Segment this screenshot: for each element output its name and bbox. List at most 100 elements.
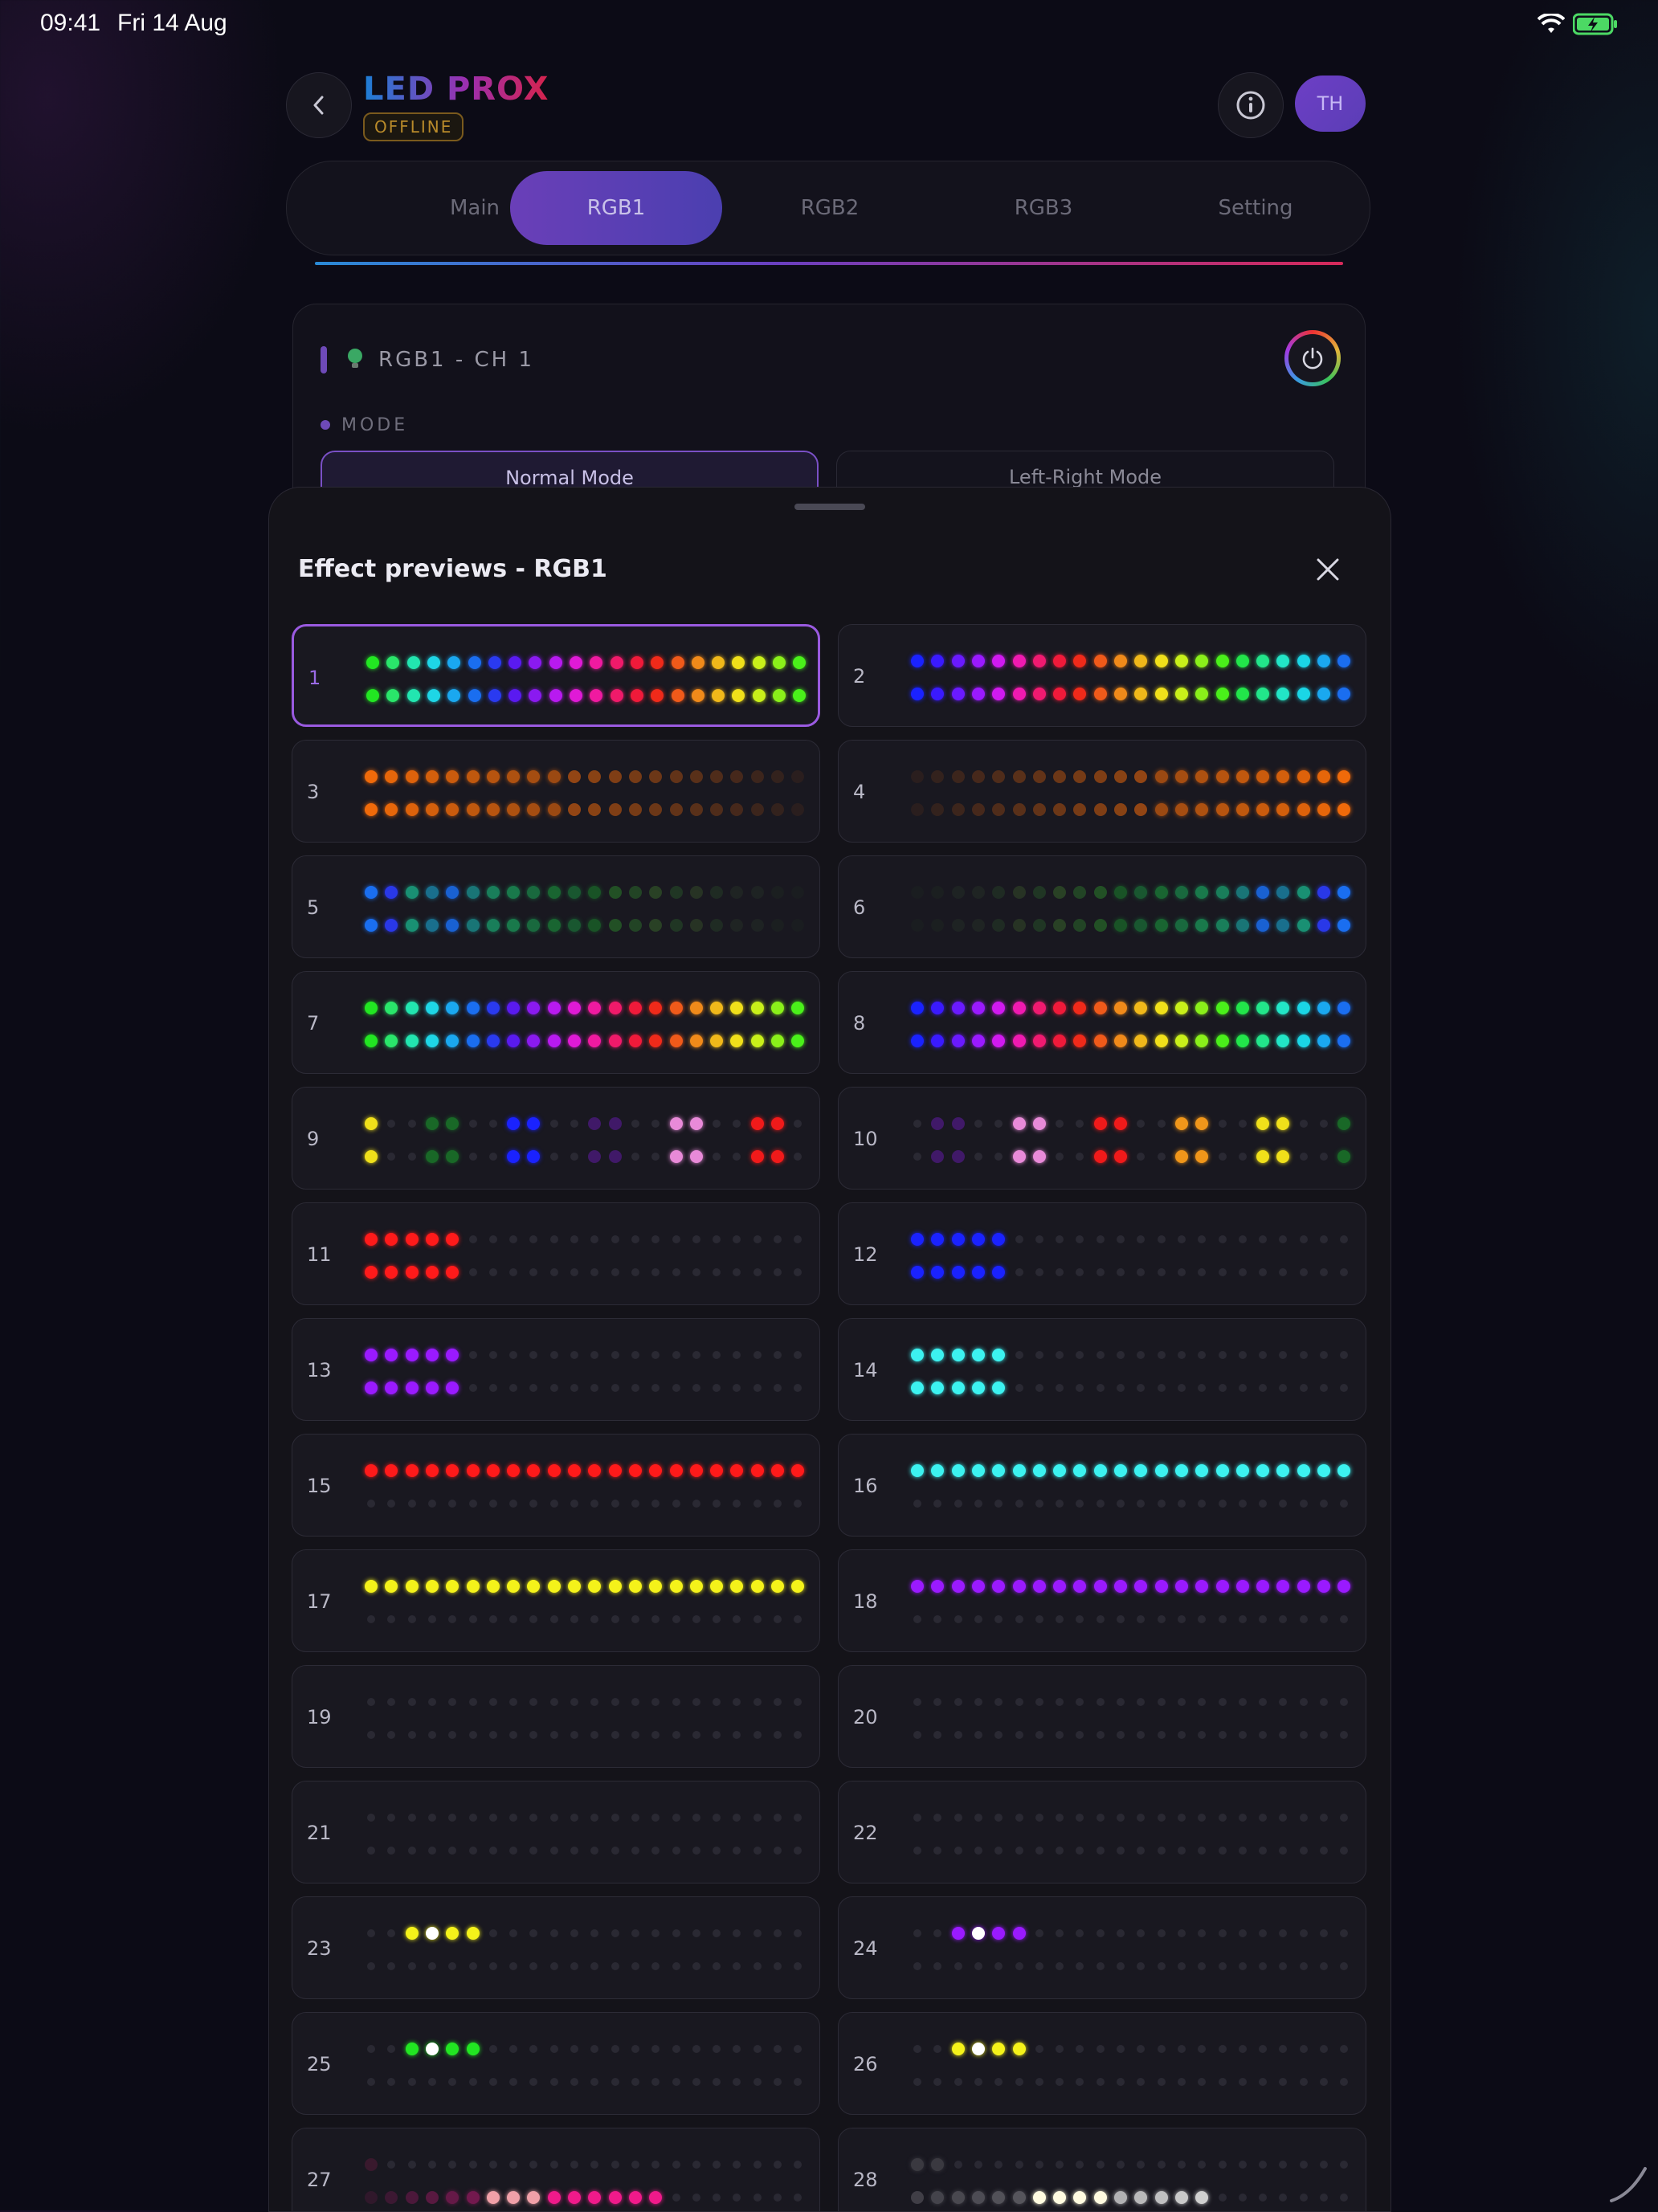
tab-rgb3[interactable]: RGB3 xyxy=(1014,196,1073,220)
led-dot xyxy=(1198,1500,1207,1508)
effect-card-18[interactable]: 18 xyxy=(838,1549,1366,1652)
led-dot xyxy=(547,1580,561,1593)
led-dot xyxy=(507,803,521,816)
back-button[interactable] xyxy=(286,72,352,138)
effect-card-27[interactable]: 27 xyxy=(292,2128,820,2211)
led-dot xyxy=(710,1002,724,1014)
led-dot xyxy=(1299,1235,1308,1243)
led-dot xyxy=(951,1266,965,1279)
led-dot xyxy=(488,1847,497,1855)
effect-card-22[interactable]: 22 xyxy=(838,1781,1366,1883)
led-dot xyxy=(774,1814,782,1822)
effect-card-25[interactable]: 25 xyxy=(292,2012,820,2115)
led-dot xyxy=(1157,1847,1166,1855)
effect-card-7[interactable]: 7 xyxy=(292,971,820,1074)
led-dot xyxy=(1015,2078,1023,2086)
led-dot xyxy=(1137,1698,1145,1706)
led-dot xyxy=(1198,1814,1207,1822)
led-dot xyxy=(1297,919,1310,932)
effect-number: 6 xyxy=(853,896,866,919)
tab-rgb1[interactable]: RGB1 xyxy=(510,171,722,245)
led-dot xyxy=(1337,655,1351,667)
led-dot xyxy=(1053,1002,1067,1014)
led-dot xyxy=(1035,1814,1043,1822)
close-button[interactable] xyxy=(1310,552,1346,587)
effect-card-24[interactable]: 24 xyxy=(838,1896,1366,1999)
led-dot xyxy=(446,886,459,899)
led-dot xyxy=(750,1150,764,1163)
led-dot xyxy=(672,1235,680,1243)
led-dot xyxy=(1195,919,1209,932)
effect-card-17[interactable]: 17 xyxy=(292,1549,820,1652)
sheet-grabber[interactable] xyxy=(794,504,865,510)
effect-card-9[interactable]: 9 xyxy=(292,1087,820,1190)
led-dot xyxy=(448,1962,457,1970)
led-dot xyxy=(913,1698,921,1706)
effect-card-11[interactable]: 11 xyxy=(292,1202,820,1305)
tab-setting[interactable]: Setting xyxy=(1218,196,1293,220)
effect-card-14[interactable]: 14 xyxy=(838,1318,1366,1421)
led-dot xyxy=(1195,886,1209,899)
effect-number: 12 xyxy=(853,1243,878,1266)
led-dot xyxy=(954,1698,962,1706)
effect-card-2[interactable]: 2 xyxy=(838,624,1366,727)
info-button[interactable] xyxy=(1218,72,1284,138)
effect-card-28[interactable]: 28 xyxy=(838,2128,1366,2211)
effect-card-8[interactable]: 8 xyxy=(838,971,1366,1074)
led-dot xyxy=(507,2191,521,2204)
led-dot xyxy=(773,689,786,702)
effect-card-4[interactable]: 4 xyxy=(838,740,1366,843)
led-dot xyxy=(691,689,704,702)
effect-card-13[interactable]: 13 xyxy=(292,1318,820,1421)
tab-main[interactable]: Main xyxy=(449,196,500,220)
battery-icon xyxy=(1573,13,1617,35)
led-dot xyxy=(468,1615,477,1623)
led-dot xyxy=(931,1150,945,1163)
led-dot xyxy=(1238,1500,1247,1508)
led-dot xyxy=(1012,1580,1026,1593)
led-dot xyxy=(1218,1698,1227,1706)
led-dot xyxy=(931,688,945,700)
led-dot xyxy=(1297,1035,1310,1047)
effect-card-20[interactable]: 20 xyxy=(838,1665,1366,1768)
effect-card-3[interactable]: 3 xyxy=(292,740,820,843)
effect-card-23[interactable]: 23 xyxy=(292,1896,820,1999)
led-dot xyxy=(1137,1615,1145,1623)
led-dot xyxy=(1157,1268,1166,1276)
led-dot xyxy=(448,1731,457,1739)
led-dot xyxy=(651,1847,660,1855)
led-dot xyxy=(1114,770,1127,783)
led-dot xyxy=(1015,1962,1023,1970)
led-dot xyxy=(1337,1580,1351,1593)
effect-card-21[interactable]: 21 xyxy=(292,1781,820,1883)
effect-card-16[interactable]: 16 xyxy=(838,1434,1366,1537)
effect-card-12[interactable]: 12 xyxy=(838,1202,1366,1305)
effect-previews-sheet: Effect previews - RGB1 1 2 3 4 5 6 7 8 9 10 11 12 13… xyxy=(268,487,1391,2212)
led-dot xyxy=(610,689,623,702)
led-dot xyxy=(468,1500,477,1508)
power-button[interactable] xyxy=(1284,330,1341,386)
effect-card-10[interactable]: 10 xyxy=(838,1087,1366,1190)
effect-card-5[interactable]: 5 xyxy=(292,855,820,958)
led-dot xyxy=(791,803,805,816)
led-dot xyxy=(570,1731,578,1739)
effect-card-26[interactable]: 26 xyxy=(838,2012,1366,2115)
led-dot xyxy=(1238,1268,1247,1276)
effect-card-6[interactable]: 6 xyxy=(838,855,1366,958)
led-dot xyxy=(630,689,643,702)
led-dot xyxy=(672,2078,680,2086)
effect-card-15[interactable]: 15 xyxy=(292,1434,820,1537)
status-badge: OFFLINE xyxy=(363,112,464,141)
avatar[interactable]: TH xyxy=(1295,76,1366,132)
effect-card-1[interactable]: 1 xyxy=(292,624,820,727)
led-dot xyxy=(1056,1120,1064,1128)
tab-rgb2[interactable]: RGB2 xyxy=(800,196,860,220)
led-dot xyxy=(733,1962,741,1970)
led-dot xyxy=(992,1266,1006,1279)
mode-label: MODE xyxy=(341,415,409,435)
led-dot xyxy=(631,1268,639,1276)
led-dot xyxy=(1279,1384,1288,1392)
led-dot xyxy=(771,1464,784,1477)
led-dot xyxy=(1093,1117,1107,1130)
effect-card-19[interactable]: 19 xyxy=(292,1665,820,1768)
